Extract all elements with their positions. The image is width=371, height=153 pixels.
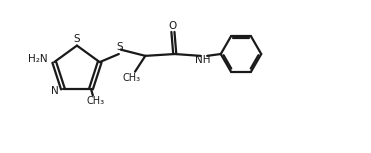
Text: H₂N: H₂N bbox=[28, 54, 47, 64]
Text: CH₃: CH₃ bbox=[122, 73, 140, 83]
Text: CH₃: CH₃ bbox=[86, 96, 105, 106]
Text: S: S bbox=[116, 42, 123, 52]
Text: N: N bbox=[51, 86, 59, 96]
Text: S: S bbox=[73, 34, 80, 44]
Text: O: O bbox=[169, 21, 177, 31]
Text: NH: NH bbox=[195, 55, 210, 65]
